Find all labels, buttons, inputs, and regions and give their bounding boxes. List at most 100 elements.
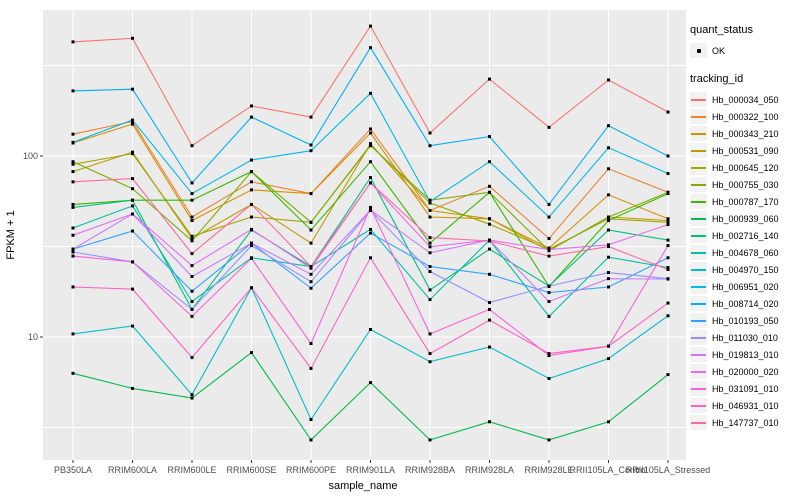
legend-item-Hb_000645_120: Hb_000645_120 <box>690 159 800 176</box>
data-point <box>607 228 610 232</box>
data-point <box>131 187 134 191</box>
data-point <box>369 208 372 212</box>
data-point <box>250 188 253 192</box>
legend-color-swatch <box>691 285 706 288</box>
legend-item-Hb_000531_090: Hb_000531_090 <box>690 142 800 159</box>
data-point <box>190 289 194 293</box>
data-point <box>428 215 432 219</box>
legend-key <box>690 109 707 124</box>
data-point <box>488 318 491 322</box>
legend-key <box>690 330 707 345</box>
data-point <box>190 307 194 311</box>
data-point <box>309 280 313 284</box>
data-point <box>71 132 75 136</box>
legend-item-label: Hb_010193_050 <box>712 315 779 326</box>
data-point <box>131 287 134 291</box>
data-point <box>488 420 491 424</box>
data-point <box>131 122 134 126</box>
data-point <box>309 272 313 276</box>
legend-color-swatch <box>691 183 706 186</box>
data-point <box>369 328 372 332</box>
data-point <box>309 241 313 245</box>
data-point <box>250 351 253 355</box>
legend-quant-status: quant_status OK <box>690 24 800 59</box>
legend-item-label: Hb_046931_010 <box>712 400 779 411</box>
data-point <box>309 220 313 224</box>
data-point <box>547 284 551 288</box>
data-point <box>131 229 134 233</box>
legend-color-swatch <box>691 98 706 101</box>
legend-color-swatch <box>691 268 706 271</box>
legend-tracking-id-title: tracking_id <box>690 73 744 85</box>
data-point <box>190 215 194 219</box>
data-point <box>488 184 491 188</box>
legend-item-label: Hb_147737_010 <box>712 417 779 428</box>
legend-item-label: OK <box>712 45 726 56</box>
data-point <box>666 277 670 281</box>
data-point <box>607 215 610 219</box>
data-point <box>547 202 551 206</box>
data-point <box>131 212 134 216</box>
legend-key <box>690 211 707 226</box>
legend-item-label: Hb_002716_140 <box>712 230 779 241</box>
data-point <box>428 236 432 240</box>
x-tick-label: RRIM928LA <box>465 465 514 475</box>
legend-item-Hb_002716_140: Hb_002716_140 <box>690 227 800 244</box>
legend-quant-status-title: quant_status <box>690 24 753 36</box>
data-point <box>369 231 372 235</box>
legend-item-Hb_000939_060: Hb_000939_060 <box>690 210 800 227</box>
legend-key <box>690 381 707 396</box>
legend-item-Hb_004970_150: Hb_004970_150 <box>690 261 800 278</box>
x-axis-title: sample_name <box>328 480 397 492</box>
legend-key <box>690 347 707 362</box>
legend-key <box>690 296 707 311</box>
legend-color-swatch <box>691 251 706 254</box>
data-point <box>190 144 194 148</box>
legend-item-label: Hb_000645_120 <box>712 162 779 173</box>
data-point <box>250 170 253 174</box>
data-point <box>131 118 134 122</box>
data-point <box>607 146 610 150</box>
data-point <box>250 104 253 108</box>
data-point <box>369 227 372 231</box>
x-tick-label: RRIM901LA <box>346 465 395 475</box>
legend-tracking-id: tracking_id Hb_000034_050 Hb_000322_100 Hb… <box>690 73 800 431</box>
legend-key <box>690 143 707 158</box>
data-point <box>250 202 253 206</box>
data-point <box>547 291 551 295</box>
data-point <box>309 265 313 269</box>
legend-item-label: Hb_000755_030 <box>712 179 779 190</box>
legend-color-swatch <box>691 200 706 203</box>
data-point <box>71 226 75 230</box>
data-point <box>607 124 610 128</box>
data-point <box>190 393 194 397</box>
x-tick-label: RRIM600LE <box>167 465 216 475</box>
data-point <box>71 202 75 206</box>
legend-item-Hb_011030_010: Hb_011030_010 <box>690 329 800 346</box>
legend-item-Hb_000787_170: Hb_000787_170 <box>690 193 800 210</box>
data-point <box>131 150 134 154</box>
data-point <box>131 152 134 156</box>
data-point <box>666 256 670 260</box>
data-point <box>666 373 670 377</box>
data-point <box>250 215 253 219</box>
data-point <box>71 332 75 336</box>
legend-color-swatch <box>691 115 706 118</box>
data-point <box>607 217 610 221</box>
legend-key <box>690 364 707 379</box>
data-point <box>309 149 313 153</box>
legend-key-ok <box>690 43 707 58</box>
data-point <box>666 172 670 176</box>
data-point <box>71 250 75 254</box>
legend-color-swatch <box>691 302 706 305</box>
data-point <box>428 144 432 148</box>
data-point <box>309 192 313 196</box>
legend-item-label: Hb_004678_060 <box>712 247 779 258</box>
data-point <box>131 87 134 91</box>
data-point <box>369 144 372 148</box>
data-point <box>488 301 491 305</box>
data-point <box>131 198 134 202</box>
legend-color-swatch <box>691 166 706 169</box>
data-point <box>607 285 610 289</box>
